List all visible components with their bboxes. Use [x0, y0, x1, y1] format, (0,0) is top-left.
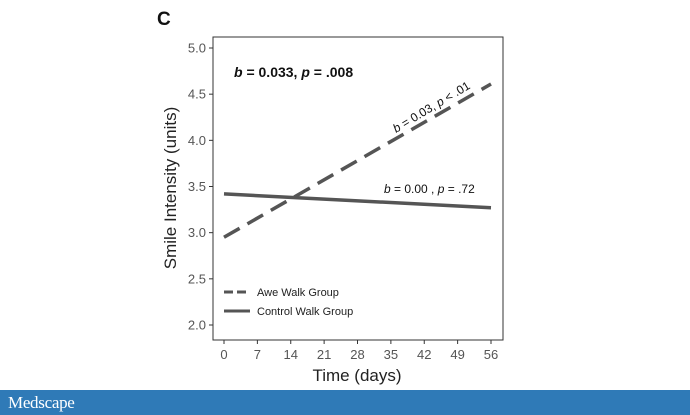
- y-axis-label: Smile Intensity (units): [161, 107, 180, 270]
- y-tick-label: 4.0: [188, 133, 206, 148]
- x-tick-label: 21: [317, 347, 331, 362]
- y-tick-label: 3.5: [188, 179, 206, 194]
- legend: Awe Walk Group Control Walk Group: [224, 287, 353, 318]
- x-tick-label: 49: [450, 347, 464, 362]
- y-tick-label: 3.0: [188, 225, 206, 240]
- smile-intensity-chart: C 2.0 2.5 3.0 3.5 4.0 4.5 5.0 0 7 14 21 28 35 42 49 56…: [157, 9, 504, 385]
- legend-label-control-walk: Control Walk Group: [257, 306, 353, 318]
- panel-label: C: [157, 9, 171, 30]
- control-annotation: b = 0.00 , p = .72: [384, 182, 475, 196]
- legend-label-awe-walk: Awe Walk Group: [257, 287, 339, 299]
- y-tick-label: 5.0: [188, 41, 206, 56]
- series-line-control-walk: [223, 192, 492, 210]
- overall-annotation: b = 0.033, p = .008: [234, 64, 353, 80]
- y-tick-label: 2.5: [188, 271, 206, 286]
- y-tick-label: 4.5: [188, 87, 206, 102]
- series-line-awe-walk: [223, 82, 492, 239]
- x-axis-label: Time (days): [312, 366, 401, 385]
- y-axis-ticks: 2.0 2.5 3.0 3.5 4.0 4.5 5.0: [188, 41, 213, 333]
- x-tick-label: 35: [384, 347, 398, 362]
- x-tick-label: 28: [350, 347, 364, 362]
- figure: C 2.0 2.5 3.0 3.5 4.0 4.5 5.0 0 7 14 21 28 35 42 49 56…: [157, 9, 504, 385]
- x-tick-label: 56: [484, 347, 498, 362]
- y-tick-label: 2.0: [188, 318, 206, 333]
- x-tick-label: 7: [254, 347, 261, 362]
- x-tick-label: 42: [417, 347, 431, 362]
- x-tick-label: 0: [220, 347, 227, 362]
- awe-annotation: b = 0.03, p < .01: [390, 78, 472, 135]
- x-axis-ticks: 0 7 14 21 28 35 42 49 56: [220, 340, 498, 362]
- medscape-logo: Medscape: [8, 393, 75, 412]
- x-tick-label: 14: [284, 347, 298, 362]
- brand-footer: Medscape: [0, 390, 690, 415]
